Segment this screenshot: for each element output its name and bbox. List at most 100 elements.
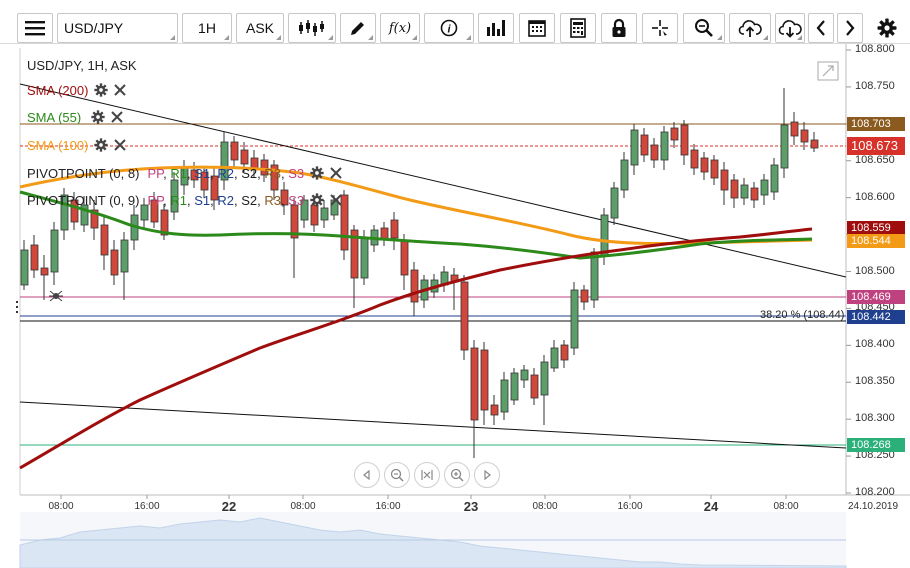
candle[interactable]	[170, 172, 179, 220]
candle[interactable]	[680, 120, 689, 165]
candle[interactable]	[290, 198, 299, 278]
candle[interactable]	[800, 122, 809, 150]
candle[interactable]	[520, 365, 529, 388]
info-button[interactable]: i	[424, 13, 474, 43]
candle[interactable]	[100, 215, 109, 270]
candle[interactable]	[510, 368, 519, 405]
candle[interactable]	[40, 255, 49, 300]
candle[interactable]	[770, 158, 779, 200]
legend-sma100[interactable]: SMA (100)	[27, 136, 127, 154]
draw-tools-button[interactable]	[340, 13, 376, 43]
lock-button[interactable]	[601, 13, 637, 43]
fit-button[interactable]	[414, 462, 440, 488]
scroll-right-button[interactable]	[837, 13, 863, 43]
candle[interactable]	[220, 132, 229, 190]
candle[interactable]	[620, 152, 629, 198]
candle[interactable]	[390, 212, 399, 250]
drag-handle-icon[interactable]	[16, 301, 18, 313]
candle[interactable]	[570, 282, 579, 355]
close-icon[interactable]	[114, 139, 127, 151]
candle[interactable]	[110, 240, 119, 285]
candle[interactable]	[560, 340, 569, 368]
candle[interactable]	[160, 204, 169, 240]
candle[interactable]	[400, 234, 409, 290]
gear-icon[interactable]	[94, 83, 109, 97]
timeframe-selector[interactable]: 1H	[182, 13, 232, 43]
candle[interactable]	[140, 198, 149, 228]
candle[interactable]	[750, 182, 759, 208]
candle[interactable]	[280, 182, 289, 215]
load-cloud-button[interactable]	[775, 13, 805, 43]
maximize-icon[interactable]	[817, 61, 839, 81]
candle[interactable]	[660, 126, 669, 170]
legend-sma200[interactable]: SMA (200)	[27, 81, 127, 99]
legend-pivot2[interactable]: PIVOTPOINT (0, 9) PP, R1, S1, R2, S2, R3…	[27, 191, 342, 209]
gear-icon[interactable]	[94, 138, 109, 152]
crosshair-button[interactable]	[642, 13, 678, 43]
candle[interactable]	[380, 222, 389, 246]
candle[interactable]	[120, 232, 129, 300]
candle[interactable]	[500, 372, 509, 420]
candle[interactable]	[700, 152, 709, 180]
price-type-selector[interactable]: ASK	[236, 13, 284, 43]
calculator-button[interactable]	[560, 13, 596, 43]
candle[interactable]	[640, 128, 649, 162]
candle[interactable]	[580, 285, 589, 310]
calendar-button[interactable]	[519, 13, 555, 43]
gear-icon[interactable]	[310, 193, 324, 207]
candle[interactable]	[540, 355, 549, 425]
close-icon[interactable]	[111, 111, 123, 123]
candle[interactable]	[810, 132, 819, 152]
menu-button[interactable]	[17, 13, 53, 43]
candle[interactable]	[650, 138, 659, 168]
candle[interactable]	[20, 240, 29, 290]
trend-line-lower[interactable]	[19, 401, 847, 449]
legend-pivot1[interactable]: PIVOTPOINT (0, 8) PP, R1, S1, R2, S2, R3…	[27, 164, 342, 182]
close-icon[interactable]	[330, 167, 342, 179]
trend-line-upper[interactable]	[19, 83, 847, 278]
indicators-button[interactable]: f(x)	[380, 13, 420, 43]
candle[interactable]	[450, 268, 459, 310]
candle[interactable]	[200, 166, 209, 198]
spider-marker-icon[interactable]	[49, 290, 63, 302]
candle[interactable]	[490, 395, 499, 425]
candle[interactable]	[410, 262, 419, 316]
candle[interactable]	[30, 235, 39, 278]
candle[interactable]	[70, 192, 79, 230]
candle[interactable]	[150, 192, 159, 228]
legend-sma55[interactable]: SMA (55)	[27, 108, 123, 126]
candle[interactable]	[460, 275, 469, 360]
candle[interactable]	[230, 136, 239, 168]
close-icon[interactable]	[330, 194, 342, 206]
gear-icon[interactable]	[91, 110, 105, 124]
candle[interactable]	[760, 174, 769, 205]
candle[interactable]	[350, 225, 359, 308]
candle[interactable]	[210, 168, 219, 210]
candle[interactable]	[470, 340, 479, 458]
candle[interactable]	[90, 200, 99, 240]
candle[interactable]	[690, 144, 699, 175]
close-icon[interactable]	[114, 84, 127, 96]
candle[interactable]	[610, 182, 619, 225]
settings-button[interactable]	[870, 13, 904, 43]
candle[interactable]	[50, 222, 59, 285]
candle[interactable]	[670, 122, 679, 148]
candle[interactable]	[340, 190, 349, 260]
candle[interactable]	[300, 195, 309, 228]
scroll-left-button[interactable]	[808, 13, 834, 43]
candle[interactable]	[440, 266, 449, 292]
candle[interactable]	[730, 174, 739, 208]
candle[interactable]	[270, 160, 279, 200]
zoom-button[interactable]	[683, 13, 725, 43]
zoom-out-button[interactable]	[384, 462, 410, 488]
candle[interactable]	[550, 340, 559, 372]
candle[interactable]	[60, 188, 69, 240]
candle[interactable]	[320, 200, 329, 228]
candle[interactable]	[720, 162, 729, 205]
candle[interactable]	[740, 178, 749, 205]
pan-left-button[interactable]	[354, 462, 380, 488]
chart-type-button[interactable]	[288, 13, 336, 43]
symbol-selector[interactable]: USD/JPY	[57, 13, 178, 43]
candle[interactable]	[780, 88, 789, 178]
